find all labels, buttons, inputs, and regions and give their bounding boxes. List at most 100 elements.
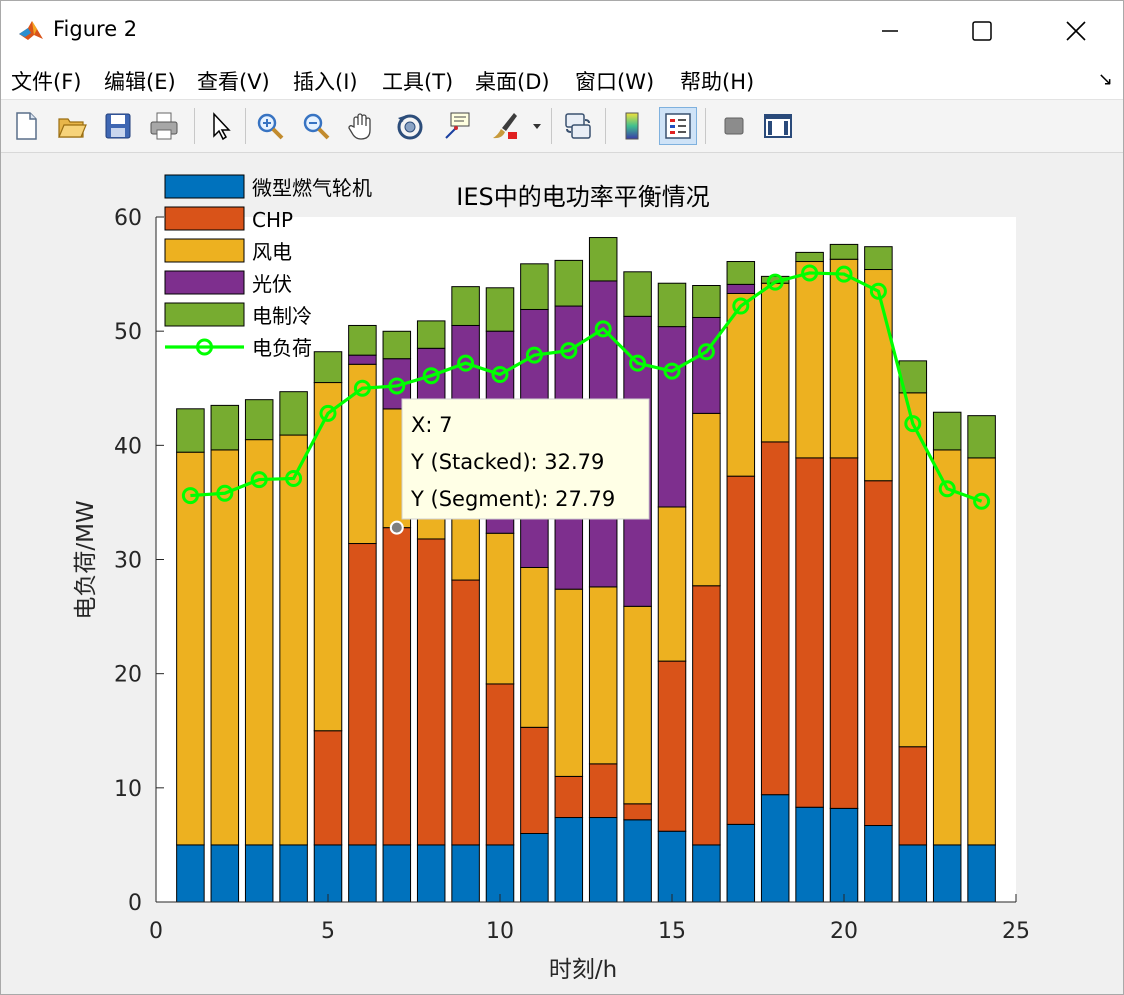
bar-electric-chiller xyxy=(967,415,996,459)
bar-chp xyxy=(520,726,549,835)
legend-label: 风电 xyxy=(252,240,292,264)
save-button[interactable] xyxy=(99,107,137,145)
load-point xyxy=(422,367,440,385)
colorbar-button[interactable] xyxy=(613,107,651,145)
new-figure-button[interactable] xyxy=(7,107,45,145)
brush-dropdown-button[interactable] xyxy=(527,107,547,145)
bar-pv xyxy=(692,316,721,414)
x-tick-label: 5 xyxy=(321,919,335,944)
bar-wind xyxy=(244,439,274,846)
load-point xyxy=(663,362,681,380)
zoom-in-icon xyxy=(257,113,284,140)
y-axis-label: 电负荷/MW xyxy=(73,500,99,619)
tick-group: 0 5 10 15 20 25 0 10 20 30 40 50 60 xyxy=(114,206,1030,944)
toolbar-separator xyxy=(194,108,195,144)
bar-chp xyxy=(313,730,343,846)
bar-pv xyxy=(348,354,377,365)
bar-chp xyxy=(348,543,377,846)
data-tip[interactable]: X: 7 Y (Stacked): 32.79 Y (Segment): 27.79 xyxy=(389,398,650,535)
figure-toolbar xyxy=(1,100,1123,153)
load-point xyxy=(388,377,406,395)
bar-electric-chiller xyxy=(313,351,343,384)
menu-window[interactable]: 窗口(W) xyxy=(575,70,655,94)
menu-file[interactable]: 文件(F) xyxy=(11,70,82,94)
y-tick-label: 60 xyxy=(114,206,142,231)
bar-wind xyxy=(348,363,377,545)
menu-desktop[interactable]: 桌面(D) xyxy=(475,70,550,94)
bar-wind xyxy=(657,506,687,662)
load-point xyxy=(216,484,234,502)
menu-insert[interactable]: 插入(I) xyxy=(293,70,358,94)
link-plot-button[interactable] xyxy=(559,107,597,145)
data-tip-marker xyxy=(389,520,404,535)
pointer-button[interactable] xyxy=(201,107,239,145)
menu-tools[interactable]: 工具(T) xyxy=(382,70,454,94)
load-point xyxy=(801,264,819,282)
bar-wind xyxy=(210,449,240,846)
bar-micro-turbine xyxy=(416,844,446,903)
bar-electric-chiller xyxy=(176,408,205,453)
close-button[interactable] xyxy=(1053,9,1099,53)
toolbar-separator xyxy=(245,108,246,144)
x-tick-label: 10 xyxy=(486,919,514,944)
rotate-3d-button[interactable] xyxy=(391,107,429,145)
legend-label: 光伏 xyxy=(252,272,292,296)
data-cursor-icon xyxy=(445,112,470,139)
hide-plot-tools-button[interactable] xyxy=(715,107,753,145)
load-point xyxy=(181,487,199,505)
bar-micro-turbine xyxy=(623,819,652,903)
bar-series-group xyxy=(176,237,996,903)
load-point xyxy=(766,273,784,291)
load-point xyxy=(697,343,715,361)
maximize-button[interactable] xyxy=(959,9,1005,53)
menu-view[interactable]: 查看(V) xyxy=(197,70,270,94)
bar-chp xyxy=(657,660,687,832)
bar-wind xyxy=(176,451,205,846)
bar-electric-chiller xyxy=(520,263,549,310)
open-file-button[interactable] xyxy=(53,107,91,145)
load-point xyxy=(938,480,956,498)
bar-wind xyxy=(588,586,618,765)
minimize-button[interactable] xyxy=(867,9,913,53)
print-button[interactable] xyxy=(145,107,183,145)
bar-electric-chiller xyxy=(210,404,240,451)
zoom-in-button[interactable] xyxy=(251,107,289,145)
load-point xyxy=(904,415,922,433)
bar-wind xyxy=(623,605,652,805)
load-point xyxy=(973,492,991,510)
rotate-3d-icon xyxy=(397,114,423,140)
bar-micro-turbine xyxy=(829,807,859,903)
menu-help[interactable]: 帮助(H) xyxy=(680,70,755,94)
bar-chp xyxy=(416,538,446,846)
load-point xyxy=(285,469,303,487)
legend-label: 电制冷 xyxy=(252,304,312,328)
zoom-out-button[interactable] xyxy=(297,107,335,145)
bar-wind xyxy=(967,457,996,846)
load-point xyxy=(835,265,853,283)
x-axis-label: 时刻/h xyxy=(549,957,617,983)
bar-pv xyxy=(726,283,756,294)
data-tip-box xyxy=(401,398,650,520)
legend-button[interactable] xyxy=(659,107,697,145)
y-tick-label: 30 xyxy=(114,549,142,574)
load-point xyxy=(560,342,578,360)
load-point xyxy=(629,354,647,372)
colorbar-icon xyxy=(625,112,639,140)
bar-wind xyxy=(554,588,584,777)
bar-micro-turbine xyxy=(451,844,480,903)
bar-micro-turbine xyxy=(898,844,928,903)
data-cursor-button[interactable] xyxy=(439,107,477,145)
bar-electric-chiller xyxy=(726,261,756,285)
load-point xyxy=(491,366,509,384)
brush-button[interactable] xyxy=(485,107,523,145)
menu-edit[interactable]: 编辑(E) xyxy=(104,70,176,94)
figure-canvas: 0 5 10 15 20 25 0 10 20 30 40 50 60 IES中的电功率平衡情况 时刻/… xyxy=(1,153,1123,994)
show-plot-tools-button[interactable] xyxy=(759,107,797,145)
maximize-icon xyxy=(972,21,992,41)
legend-swatch-electric-chiller xyxy=(164,302,245,327)
menu-overflow-icon[interactable]: ↘ xyxy=(1097,69,1113,90)
y-tick-label: 40 xyxy=(114,434,142,459)
pan-button[interactable] xyxy=(343,107,381,145)
x-tick-label: 15 xyxy=(658,919,686,944)
